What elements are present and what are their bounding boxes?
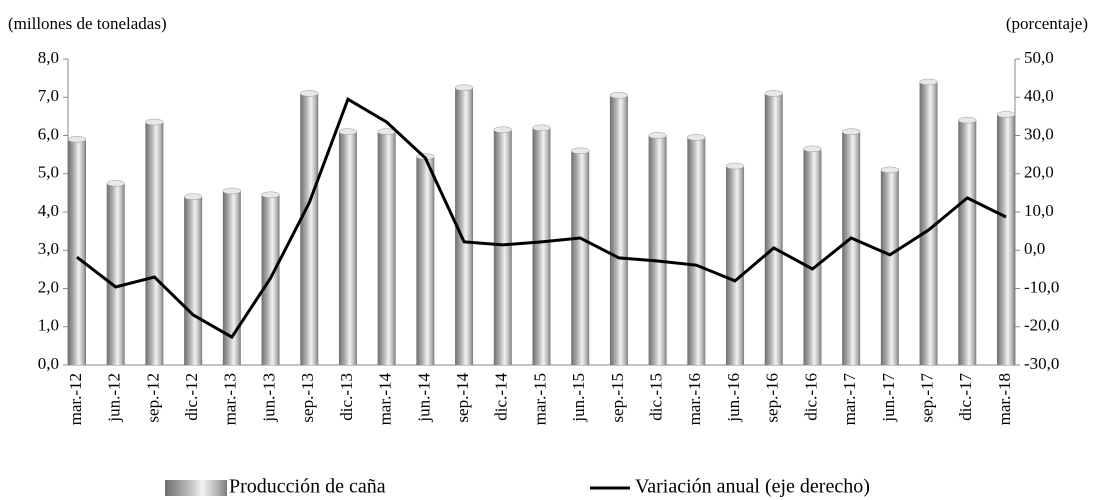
bar (880, 169, 899, 365)
y-tick-label: 7,0 (38, 86, 59, 105)
bar (687, 137, 706, 365)
y-tick-label: 0,0 (38, 354, 59, 373)
bar-top (261, 191, 280, 199)
bar-top (493, 126, 513, 134)
y2-tick-label: 30,0 (1024, 124, 1054, 143)
y2-tick-label: -20,0 (1024, 316, 1059, 335)
x-tick-label: jun.-13 (259, 373, 278, 423)
x-tick-label: dic.-14 (492, 373, 511, 421)
bar (377, 131, 396, 365)
x-tick-label: jun.-15 (569, 373, 588, 423)
y-tick-label: 3,0 (38, 239, 59, 258)
bar-top (532, 124, 551, 132)
y-tick-label: 6,0 (38, 124, 59, 143)
bar (300, 93, 319, 366)
legend-label: Variación anual (eje derecho) (635, 476, 870, 498)
line (76, 96, 1007, 340)
bar (222, 190, 241, 365)
bar (803, 148, 822, 365)
bar-top (338, 128, 358, 135)
x-tick-label: sep.-13 (298, 373, 317, 423)
y2-tick-label: 50,0 (1024, 48, 1054, 67)
x-tick-label: dic.-16 (801, 373, 820, 421)
x-tick-label: jun.-16 (724, 373, 743, 423)
x-tick-label: mar.-14 (376, 373, 395, 426)
y2-tick-label: 10,0 (1024, 201, 1054, 220)
bar (455, 87, 474, 365)
x-tick-label: mar.-12 (66, 373, 85, 425)
y2-tick-label: -10,0 (1024, 277, 1059, 296)
bar (532, 127, 551, 365)
bar (338, 131, 357, 365)
bar-top (919, 78, 938, 86)
y-tick-label: 1,0 (38, 316, 59, 335)
bar-top (648, 132, 667, 139)
bar-top (841, 128, 861, 135)
bar (416, 156, 435, 365)
bar-top (725, 162, 745, 170)
y2-tick-label: 0,0 (1024, 239, 1045, 258)
bar-top (145, 118, 164, 126)
bar-top (222, 187, 242, 195)
x-tick-label: jun.-17 (879, 373, 898, 423)
bar (184, 196, 203, 365)
bar-top (570, 147, 590, 155)
x-tick-label: jun.-14 (414, 373, 433, 423)
x-tick-label: mar.-16 (685, 373, 704, 425)
x-tick-label: sep.-15 (608, 373, 627, 423)
y-tick-label: 4,0 (38, 201, 59, 220)
bar (958, 120, 977, 365)
x-tick-label: mar.-18 (995, 373, 1014, 425)
bar-top (300, 90, 319, 97)
x-tick-label: dic.-13 (337, 373, 356, 421)
y-axis-title: (millones de toneladas) (8, 14, 167, 33)
x-tick-label: sep.-14 (453, 373, 472, 423)
y2-tick-label: -30,0 (1024, 354, 1059, 373)
y-tick-label: 2,0 (38, 277, 59, 296)
bar-top (454, 84, 474, 91)
bar-top (880, 166, 900, 174)
legend-label: Producción de caña (229, 476, 386, 498)
bar-top (67, 136, 87, 143)
y2-tick-label: 20,0 (1024, 163, 1054, 182)
legend-swatch (165, 480, 227, 496)
bar-top (687, 134, 706, 141)
bar (106, 183, 125, 365)
bar (571, 150, 590, 365)
x-tick-label: mar.-17 (840, 373, 859, 426)
y2-axis-title: (porcentaje) (1006, 14, 1088, 33)
bar (764, 93, 783, 366)
x-tick-label: dic.-17 (956, 373, 975, 421)
bar (648, 135, 667, 365)
x-tick-label: dic.-12 (182, 373, 201, 421)
x-tick-label: jun.-12 (105, 373, 124, 423)
x-tick-label: sep.-17 (917, 373, 936, 423)
bar (919, 81, 938, 365)
y-tick-label: 5,0 (38, 163, 59, 182)
x-tick-label: mar.-13 (221, 373, 240, 425)
y2-tick-label: 40,0 (1024, 86, 1054, 105)
x-tick-label: dic.-15 (647, 373, 666, 421)
bar-top (764, 90, 783, 97)
bar (997, 114, 1015, 366)
bar-top (183, 193, 203, 200)
x-tick-label: mar.-15 (530, 373, 549, 425)
y-tick-label: 8,0 (38, 48, 59, 67)
bar (726, 166, 745, 365)
x-tick-label: sep.-12 (143, 373, 162, 423)
bar (842, 131, 861, 365)
bar-top (803, 145, 822, 153)
bar (68, 139, 86, 365)
bar (493, 129, 512, 365)
bar (145, 122, 164, 365)
bar (609, 95, 628, 366)
bar-top (106, 180, 125, 187)
x-tick-label: sep.-16 (763, 373, 782, 423)
bar-top (609, 92, 629, 99)
bar-top (958, 116, 977, 124)
bar-top (996, 111, 1016, 118)
